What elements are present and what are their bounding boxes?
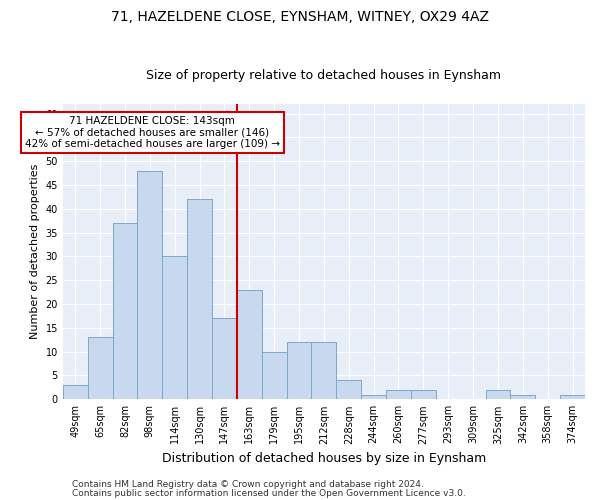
- Bar: [337, 380, 361, 400]
- Bar: [311, 342, 337, 400]
- Bar: [212, 318, 237, 400]
- Bar: [287, 342, 311, 400]
- Bar: [411, 390, 436, 400]
- Text: 71, HAZELDENE CLOSE, EYNSHAM, WITNEY, OX29 4AZ: 71, HAZELDENE CLOSE, EYNSHAM, WITNEY, OX…: [111, 10, 489, 24]
- Text: 71 HAZELDENE CLOSE: 143sqm
← 57% of detached houses are smaller (146)
42% of sem: 71 HAZELDENE CLOSE: 143sqm ← 57% of deta…: [25, 116, 280, 149]
- Title: Size of property relative to detached houses in Eynsham: Size of property relative to detached ho…: [146, 69, 502, 82]
- Bar: [485, 390, 511, 400]
- Bar: [511, 394, 535, 400]
- Bar: [237, 290, 262, 400]
- Bar: [361, 394, 386, 400]
- X-axis label: Distribution of detached houses by size in Eynsham: Distribution of detached houses by size …: [162, 452, 486, 465]
- Text: Contains public sector information licensed under the Open Government Licence v3: Contains public sector information licen…: [72, 488, 466, 498]
- Bar: [262, 352, 287, 400]
- Y-axis label: Number of detached properties: Number of detached properties: [30, 164, 40, 340]
- Bar: [88, 338, 113, 400]
- Bar: [560, 394, 585, 400]
- Bar: [162, 256, 187, 400]
- Bar: [63, 385, 88, 400]
- Text: Contains HM Land Registry data © Crown copyright and database right 2024.: Contains HM Land Registry data © Crown c…: [72, 480, 424, 489]
- Bar: [386, 390, 411, 400]
- Bar: [113, 223, 137, 400]
- Bar: [187, 200, 212, 400]
- Bar: [137, 170, 162, 400]
